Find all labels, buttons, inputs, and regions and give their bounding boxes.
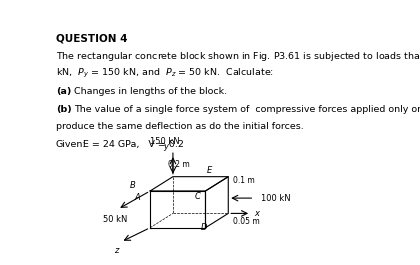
Text: produce the same deflection as do the initial forces.: produce the same deflection as do the in… (56, 122, 304, 131)
Text: 0.05 m: 0.05 m (233, 218, 260, 227)
Text: (b): (b) (56, 105, 71, 114)
Text: Given:: Given: (56, 140, 87, 149)
Text: C: C (195, 192, 201, 201)
Text: 0.1 m: 0.1 m (233, 176, 255, 185)
Text: The rectangular concrete block shown in Fig. P3.61 is subjected to loads that ha: The rectangular concrete block shown in … (56, 50, 420, 63)
Text: QUESTION 4: QUESTION 4 (56, 34, 127, 44)
Text: y: y (163, 142, 168, 151)
Text: z: z (114, 246, 118, 255)
Text: E = 24 GPa,   V = 0.2: E = 24 GPa, V = 0.2 (84, 140, 184, 149)
Text: A: A (135, 193, 140, 202)
Text: 0.2 m: 0.2 m (168, 160, 190, 169)
Text: B: B (130, 181, 136, 190)
Text: x: x (255, 209, 259, 218)
Text: kN,  $P_y$ = 150 kN, and  $P_z$ = 50 kN.  Calculate:: kN, $P_y$ = 150 kN, and $P_z$ = 50 kN. C… (56, 67, 274, 80)
Text: 100 kN: 100 kN (261, 194, 291, 203)
Text: The value of a single force system of  compressive forces applied only on the  y: The value of a single force system of co… (74, 105, 420, 114)
Text: (a): (a) (56, 87, 71, 96)
Text: D: D (201, 223, 207, 232)
Text: 50 kN: 50 kN (103, 215, 127, 224)
Text: E: E (207, 166, 213, 175)
Text: 150 kN: 150 kN (150, 137, 180, 146)
Text: Changes in lengths of the block.: Changes in lengths of the block. (74, 87, 227, 96)
